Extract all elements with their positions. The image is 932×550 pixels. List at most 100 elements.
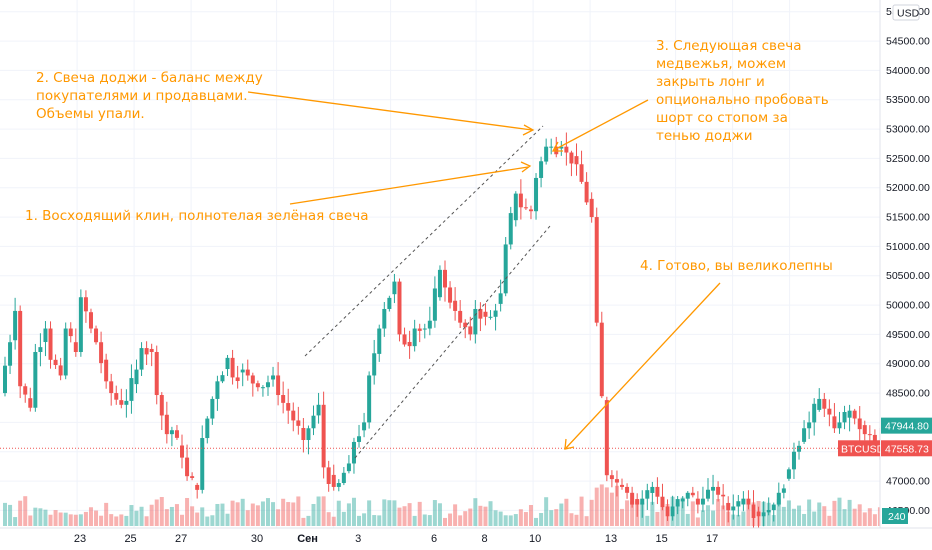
volume-bar [448,513,453,526]
annotation-3-line-5: шорт со стопом за [656,110,788,126]
volume-bar [513,514,518,526]
volume-bar [827,515,832,526]
volume-bar [468,508,473,526]
volume-bar [99,515,104,526]
volume-bar [407,503,412,526]
candle-body [675,499,680,507]
volume-bar [230,500,235,526]
time-tick-label: 23 [74,533,86,545]
arrow-3-line [553,99,649,151]
volume-bar [276,509,281,526]
volume-bar [225,513,230,526]
time-tick-label: 25 [124,533,136,545]
candle-body [205,418,210,439]
volume-bar [321,496,326,526]
volume-bar [705,505,710,526]
volume-bar [265,498,270,526]
volume-bar [574,514,579,526]
volume-bar [675,503,680,526]
volume-bar [362,513,367,526]
volume-bar [301,517,306,526]
volume-bar [387,500,392,526]
candle-body [235,377,240,382]
candle-body [518,193,523,208]
price-axis[interactable]: 46500.0047000.0047500.0048000.0048500.00… [838,0,932,528]
price-tick-label: 50000.00 [886,300,930,312]
volume-bar [589,499,594,526]
candle-body [377,328,382,354]
candle-body [594,217,599,323]
volume-bar [503,515,508,526]
candle-body [180,445,185,458]
volume-bar [832,500,837,526]
candle-body [625,486,630,493]
volume-bar [331,516,336,526]
candle-body [847,410,852,418]
candle-body [417,328,422,331]
annotation-arrows [247,91,721,450]
volume-bar [38,508,43,526]
candle-body [539,161,544,178]
volume-bar [255,505,260,526]
candle-body [119,400,124,405]
volume-bar [154,499,159,526]
price-tick-label: 53000.00 [886,124,930,136]
time-tick-label: 10 [529,533,541,545]
candle-body [341,472,346,484]
candle-body [53,359,58,366]
volume-bar [169,506,174,526]
volume-bar [680,497,685,526]
candle-body [685,492,690,499]
price-tick-label: 49500.00 [886,329,930,341]
candle-body [109,381,114,394]
candle-body [88,312,93,329]
annotation-2-line-1: 2. Свеча доджи - баланс между [36,70,263,86]
time-tick-label: Сен [297,533,318,545]
time-axis[interactable]: 23 25 27 30 Сен 3 6 8 10 13 15 17 [0,527,932,550]
price-tick-label: 52500.00 [886,153,930,165]
volume-bar [174,504,179,526]
annotation-3-line-1: 3. Следующая свеча [656,38,802,54]
volume-tag-label: 240 [888,511,906,523]
volume-bar [88,507,93,526]
candle-body [665,506,670,517]
volume-bar [336,500,341,526]
price-tick-label: 50500.00 [886,270,930,282]
arrow-1-head [520,161,532,173]
time-axis-ticks: 23 25 27 30 Сен 3 6 8 10 13 15 17 [74,533,718,545]
candle-body [169,430,174,435]
volume-bar [68,514,73,526]
volume-bar [104,502,109,526]
volume-bar [817,502,822,526]
volume-bar [33,507,38,526]
candle-body [139,348,144,370]
volume-bar [655,511,660,526]
volume-bar [8,504,13,526]
candle-body [680,498,685,502]
candle-body [174,430,179,438]
volume-bar [736,514,741,526]
candle-body [250,375,255,384]
candle-body [13,310,18,341]
candle-body [564,146,569,153]
candle-body [478,308,483,319]
candle-body [382,308,387,329]
candle-body [559,146,564,149]
candle-body [301,427,306,440]
volume-bar [711,510,716,526]
candle-body [260,387,265,389]
volume-bar [746,503,751,526]
candle-body [412,328,417,347]
volume-bar [852,508,857,526]
candle-body [761,512,766,517]
candle-body [265,382,270,388]
volume-bar [119,514,124,526]
volume-bar [847,499,852,526]
volume-bar [200,507,205,526]
volume-bar [28,515,33,526]
volume-bar [786,500,791,526]
price-tick-label: 54000.00 [886,65,930,77]
candle-body [68,328,73,337]
